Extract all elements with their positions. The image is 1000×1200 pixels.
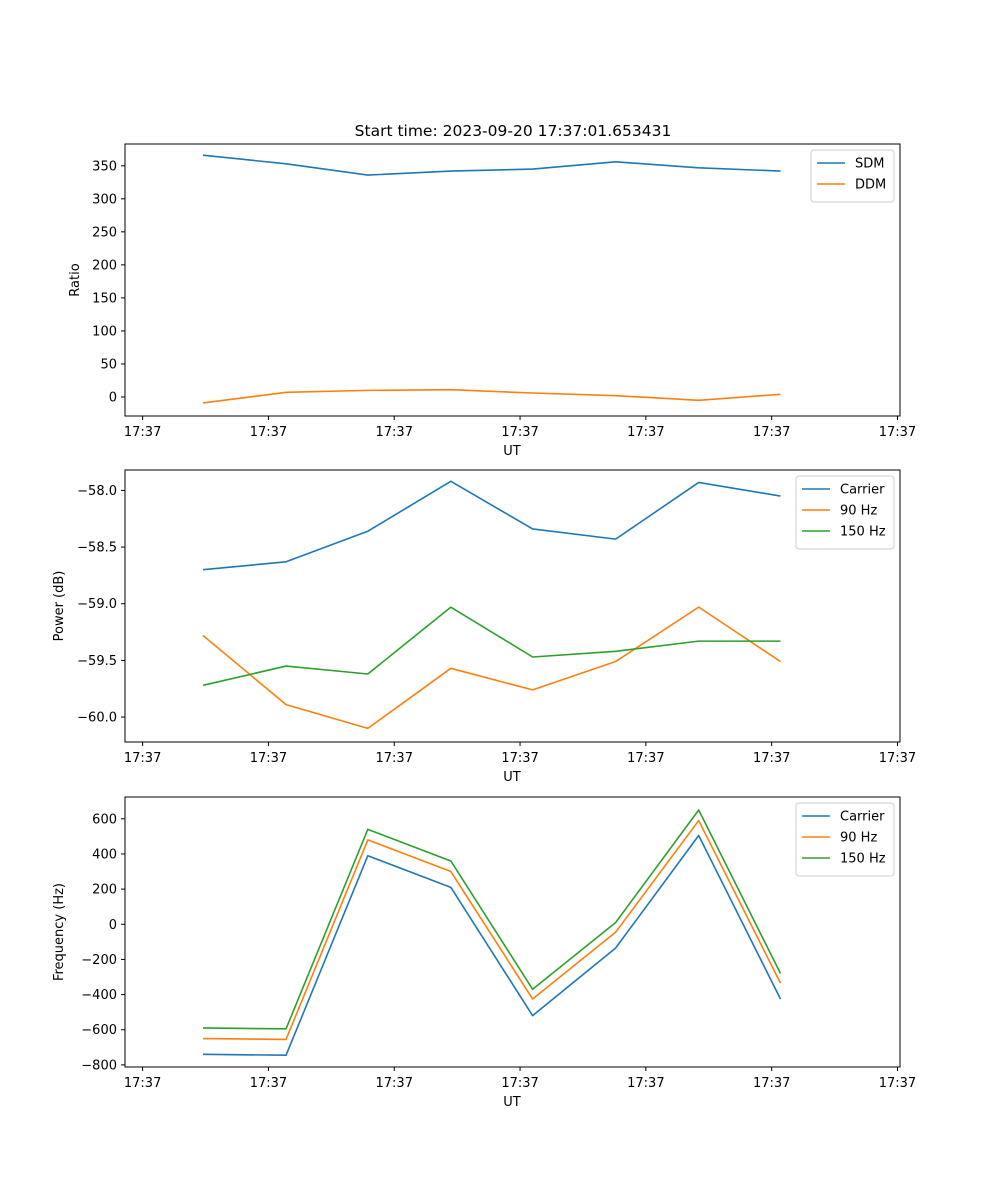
legend: Carrier 90 Hz 150 Hz — [795, 475, 895, 550]
x-axis-label: UT — [503, 444, 521, 459]
ratio-chart-panel: 17:3717:3717:3717:3717:3717:3717:3717:38… — [68, 143, 916, 459]
series-line-150-hz — [202, 606, 781, 687]
y-tick-label: −800 — [81, 1058, 117, 1073]
y-tick-label: −59.0 — [77, 597, 117, 612]
y-tick-label: −59.5 — [77, 654, 117, 669]
y-axis-label: Power (dB) — [52, 571, 67, 642]
y-tick-label: −58.0 — [77, 484, 117, 499]
y-axis-label: Ratio — [68, 263, 83, 296]
y-tick-label: −400 — [81, 988, 117, 1003]
x-axis-label: UT — [503, 770, 521, 785]
x-tick-label: 17:37 — [627, 1076, 664, 1091]
x-tick-label: 17:37 — [753, 1076, 790, 1091]
y-tick-label: −58.5 — [77, 541, 117, 556]
y-tick-label: 350 — [92, 159, 117, 174]
y-tick-label: 0 — [109, 390, 117, 405]
y-tick-label: 150 — [92, 291, 117, 306]
figure-title: Start time: 2023-09-20 17:37:01.653431 — [355, 122, 672, 140]
x-tick-label: 17:37 — [501, 1076, 538, 1091]
plot-area-frame — [124, 143, 901, 417]
y-tick-label: 0 — [109, 918, 117, 933]
x-tick-label: 17:37 — [250, 751, 287, 766]
legend-entry: 90 Hz — [840, 831, 877, 846]
x-tick-label: 17:37 — [501, 751, 538, 766]
series-line-90-hz — [202, 606, 781, 730]
x-tick-label: 17:37 — [124, 425, 161, 440]
series-line-150-hz — [202, 809, 782, 1030]
x-tick-label: 17:37 — [879, 425, 916, 440]
x-tick-label: 17:37 — [376, 751, 413, 766]
y-axis-label: Frequency (Hz) — [52, 883, 67, 981]
y-tick-label: −200 — [81, 953, 117, 968]
x-tick-label: 17:37 — [376, 1076, 413, 1091]
x-tick-label: 17:37 — [124, 1076, 161, 1091]
legend: Carrier 90 Hz 150 Hz — [795, 802, 895, 877]
series-line-carrier — [202, 834, 782, 1057]
x-tick-label: 17:37 — [124, 751, 161, 766]
series-line-sdm — [202, 154, 781, 176]
legend-entry: Carrier — [840, 810, 885, 825]
legend-entry: Carrier — [840, 483, 885, 498]
y-tick-label: 200 — [92, 258, 117, 273]
x-tick-label: 17:37 — [627, 425, 664, 440]
x-tick-label: 17:37 — [250, 425, 287, 440]
y-tick-label: 200 — [92, 883, 117, 898]
y-tick-label: −60.0 — [77, 711, 117, 726]
x-tick-label: 17:37 — [753, 425, 790, 440]
series-line-carrier — [202, 480, 781, 571]
legend-entry: SDM — [855, 157, 884, 172]
legend-entry: 90 Hz — [840, 504, 877, 519]
power-chart-panel: 17:3717:3717:3717:3717:3717:3717:3717:38… — [52, 469, 916, 785]
y-tick-label: 600 — [92, 812, 117, 827]
y-tick-label: 100 — [92, 324, 117, 339]
y-tick-label: 250 — [92, 225, 117, 240]
x-axis-label: UT — [503, 1095, 521, 1110]
legend-entry: 150 Hz — [840, 525, 886, 540]
series-line-90-hz — [202, 819, 782, 1041]
y-tick-label: 300 — [92, 192, 117, 207]
x-tick-label: 17:37 — [879, 1076, 916, 1091]
y-tick-label: 50 — [100, 357, 117, 372]
legend-entry: DDM — [855, 178, 886, 193]
x-tick-label: 17:37 — [376, 425, 413, 440]
legend-entry: 150 Hz — [840, 852, 886, 867]
plot-area-frame — [124, 796, 901, 1068]
y-tick-label: 400 — [92, 847, 117, 862]
x-tick-label: 17:37 — [250, 1076, 287, 1091]
x-tick-label: 17:37 — [627, 751, 664, 766]
x-tick-label: 17:37 — [501, 425, 538, 440]
x-tick-label: 17:37 — [753, 751, 790, 766]
y-tick-label: −600 — [81, 1023, 117, 1038]
x-tick-label: 17:37 — [879, 751, 916, 766]
series-line-ddm — [202, 388, 781, 404]
legend: SDM DDM — [810, 149, 895, 203]
plot-area-frame — [124, 469, 901, 743]
frequency-chart-panel: 17:3717:3717:3717:3717:3717:3717:3717:38… — [52, 796, 916, 1110]
